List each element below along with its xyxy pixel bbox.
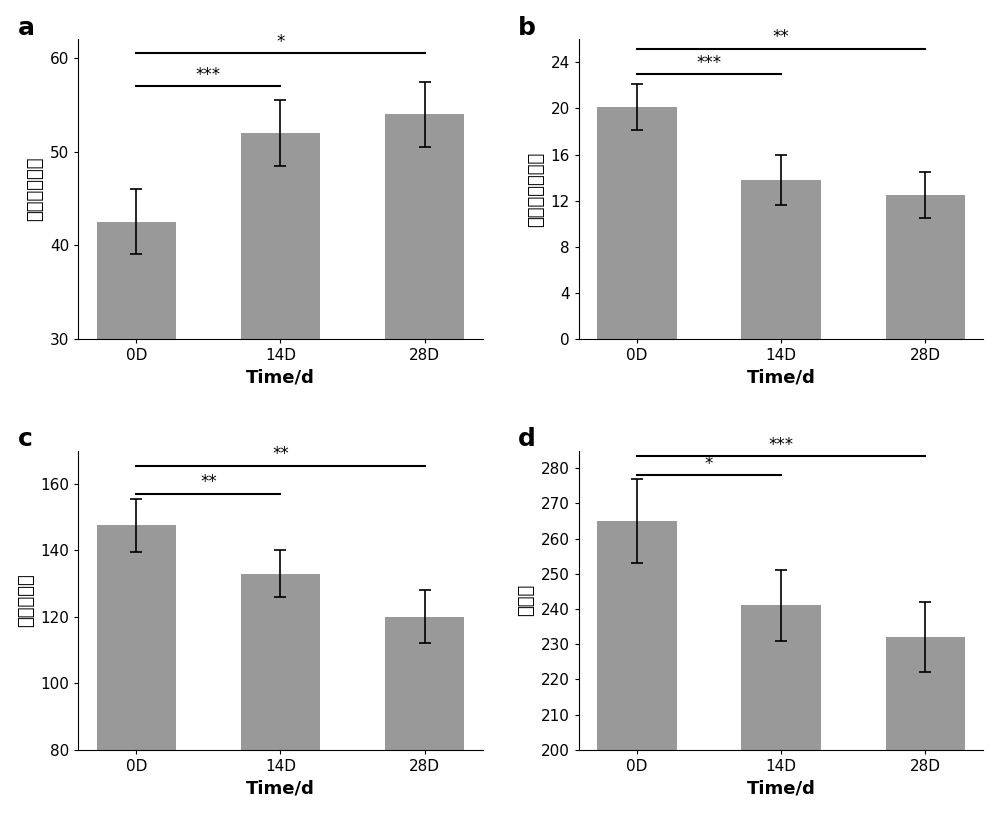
- Bar: [385, 617, 464, 750]
- Text: *: *: [276, 33, 285, 51]
- Y-axis label: 红色区分値: 红色区分値: [17, 573, 35, 627]
- Bar: [886, 637, 965, 750]
- Text: a: a: [18, 15, 35, 40]
- Bar: [597, 521, 677, 750]
- Y-axis label: 角质层含水量: 角质层含水量: [26, 157, 44, 221]
- Text: b: b: [518, 15, 536, 40]
- Bar: [241, 574, 320, 750]
- Bar: [97, 525, 176, 750]
- Bar: [886, 195, 965, 339]
- X-axis label: Time/d: Time/d: [246, 779, 315, 798]
- Bar: [741, 606, 821, 750]
- Text: **: **: [773, 28, 790, 46]
- Text: ***: ***: [769, 435, 794, 453]
- X-axis label: Time/d: Time/d: [246, 368, 315, 386]
- Text: ***: ***: [196, 66, 221, 84]
- Text: ***: ***: [696, 54, 722, 72]
- Text: c: c: [18, 427, 32, 451]
- Y-axis label: 经皮失水流失率: 经皮失水流失率: [527, 151, 545, 226]
- Bar: [97, 221, 176, 339]
- Text: **: **: [200, 474, 217, 492]
- X-axis label: Time/d: Time/d: [747, 368, 816, 386]
- Bar: [385, 114, 464, 339]
- Y-axis label: 血红素: 血红素: [517, 584, 535, 616]
- Bar: [741, 180, 821, 339]
- X-axis label: Time/d: Time/d: [747, 779, 816, 798]
- Bar: [241, 133, 320, 339]
- Bar: [597, 107, 677, 339]
- Text: **: **: [272, 445, 289, 463]
- Text: d: d: [518, 427, 536, 451]
- Text: *: *: [705, 455, 713, 473]
